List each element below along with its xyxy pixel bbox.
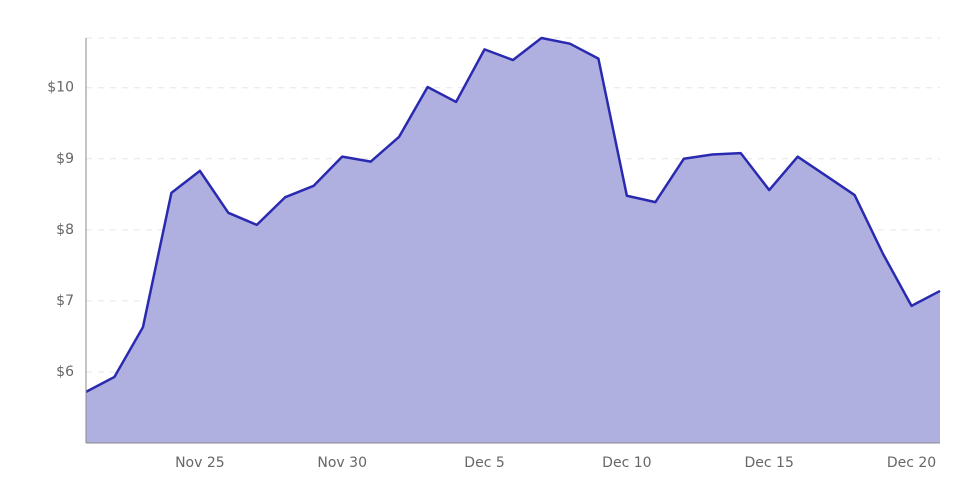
x-tick-label: Nov 25 bbox=[175, 455, 225, 471]
y-tick-label: $7 bbox=[56, 293, 74, 309]
x-tick-label: Dec 10 bbox=[602, 455, 651, 471]
y-tick-label: $6 bbox=[56, 364, 74, 380]
x-tick-label: Nov 30 bbox=[317, 455, 367, 471]
x-tick-label: Dec 5 bbox=[464, 455, 504, 471]
x-tick-label: Dec 20 bbox=[887, 455, 936, 471]
x-tick-label: Dec 15 bbox=[745, 455, 794, 471]
y-tick-label: $9 bbox=[56, 151, 74, 167]
y-tick-label: $10 bbox=[47, 80, 74, 96]
area-fill bbox=[86, 38, 940, 443]
y-tick-label: $8 bbox=[56, 222, 74, 238]
area-line bbox=[85, 36, 941, 393]
